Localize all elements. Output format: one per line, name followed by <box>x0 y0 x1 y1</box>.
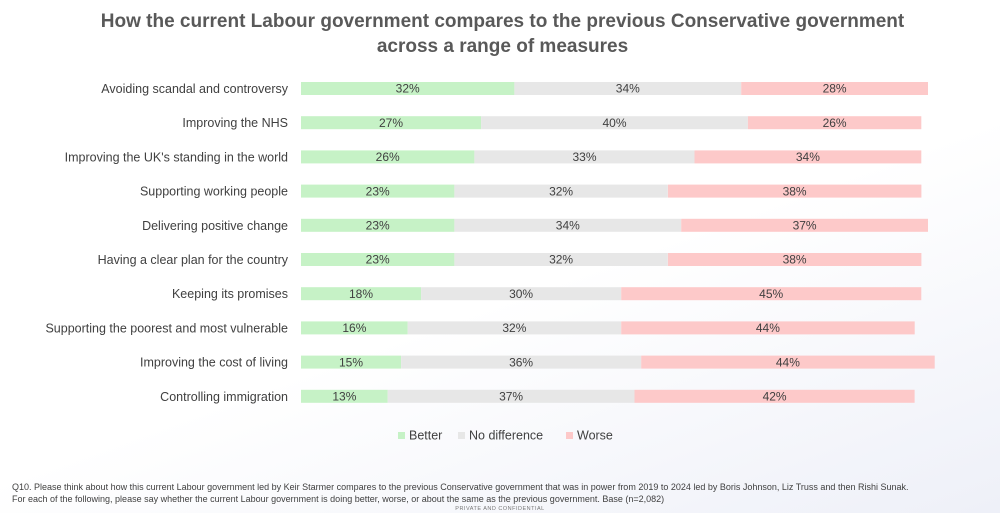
bar-better-improving-the-uk-s-standing-in-the-world <box>301 150 475 164</box>
bar-no-difference-supporting-the-poorest-and-most-vulnerable <box>407 321 622 335</box>
bar-better-controlling-immigration <box>301 389 388 403</box>
value-label-better-supporting-the-poorest-and-most-vulnerable: 16% <box>342 321 366 335</box>
confidential-label: PRIVATE AND CONFIDENTIAL <box>455 506 545 512</box>
bar-better-avoiding-scandal-and-controversy <box>301 82 515 95</box>
category-label-improving-the-uk-s-standing-in-the-world: Improving the UK's standing in the world <box>65 150 288 164</box>
bar-no-difference-avoiding-scandal-and-controversy <box>514 82 742 95</box>
bar-better-delivering-positive-change <box>301 218 455 232</box>
value-labels: 32% 34% 28% 27% 40% 26% 26% 33% 34% 23% 32% 38% 23% 3… <box>332 82 847 404</box>
bar-better-supporting-working-people <box>301 184 455 198</box>
value-label-worse-delivering-positive-change: 37% <box>793 219 817 233</box>
bar-no-difference-improving-the-uk-s-standing-in-the-world <box>474 150 695 164</box>
value-label-worse-improving-the-nhs: 26% <box>823 116 847 130</box>
bar-no-difference-delivering-positive-change <box>454 218 682 232</box>
value-label-worse-supporting-working-people: 38% <box>783 184 807 198</box>
category-label-improving-the-cost-of-living: Improving the cost of living <box>140 356 288 370</box>
bar-no-difference-improving-the-cost-of-living <box>401 355 642 369</box>
category-label-keeping-its-promises: Keeping its promises <box>172 287 288 301</box>
value-label-better-supporting-working-people: 23% <box>366 184 390 198</box>
footnote: Q10. Please think about how this current… <box>12 482 997 505</box>
category-label-supporting-the-poorest-and-most-vulnerable: Supporting the poorest and most vulnerab… <box>45 321 288 335</box>
category-label-avoiding-scandal-and-controversy: Avoiding scandal and controversy <box>101 82 288 96</box>
value-label-worse-avoiding-scandal-and-controversy: 28% <box>823 82 847 96</box>
bar-no-difference-supporting-working-people <box>454 184 668 198</box>
category-label-supporting-working-people: Supporting working people <box>140 185 288 199</box>
category-label-controlling-immigration: Controlling immigration <box>160 390 288 404</box>
legend-swatch-better <box>398 432 405 439</box>
value-label-no-difference-controlling-immigration: 37% <box>499 390 523 404</box>
value-label-better-improving-the-cost-of-living: 15% <box>339 355 363 369</box>
footnote-line-2: For each of the following, please say wh… <box>12 493 665 504</box>
value-label-better-having-a-clear-plan-for-the-country: 23% <box>366 253 390 267</box>
bar-worse-having-a-clear-plan-for-the-country <box>667 253 922 266</box>
bar-worse-avoiding-scandal-and-controversy <box>741 82 928 95</box>
bar-worse-supporting-the-poorest-and-most-vulnerable <box>621 321 915 335</box>
value-label-no-difference-delivering-positive-change: 34% <box>556 219 580 233</box>
value-label-better-keeping-its-promises: 18% <box>349 287 373 301</box>
value-label-worse-improving-the-cost-of-living: 44% <box>776 355 800 369</box>
value-label-better-delivering-positive-change: 23% <box>366 219 390 233</box>
value-label-no-difference-avoiding-scandal-and-controversy: 34% <box>616 82 640 96</box>
value-label-better-controlling-immigration: 13% <box>332 390 356 404</box>
legend-swatch-no-difference <box>458 432 465 439</box>
value-label-better-avoiding-scandal-and-controversy: 32% <box>396 82 420 96</box>
bar-worse-improving-the-uk-s-standing-in-the-world <box>694 150 922 164</box>
bar-no-difference-improving-the-nhs <box>481 116 748 130</box>
bar-worse-improving-the-nhs <box>747 116 922 130</box>
value-label-worse-keeping-its-promises: 45% <box>759 287 783 301</box>
value-label-worse-improving-the-uk-s-standing-in-the-world: 34% <box>796 150 820 164</box>
value-label-better-improving-the-nhs: 27% <box>379 116 403 130</box>
value-label-no-difference-improving-the-uk-s-standing-in-the-world: 33% <box>572 150 596 164</box>
value-label-no-difference-improving-the-nhs: 40% <box>602 116 626 130</box>
footnote-line-1: Q10. Please think about how this current… <box>12 482 909 492</box>
bar-worse-controlling-immigration <box>634 389 915 403</box>
value-label-no-difference-having-a-clear-plan-for-the-country: 32% <box>549 253 573 267</box>
bar-worse-supporting-working-people <box>667 184 922 198</box>
legend-label-worse: Worse <box>577 429 613 443</box>
value-label-no-difference-supporting-the-poorest-and-most-vulnerable: 32% <box>502 321 526 335</box>
bar-segments <box>301 82 935 403</box>
chart-title: How the current Labour government compar… <box>100 11 905 57</box>
bar-better-keeping-its-promises <box>301 287 422 301</box>
legend-swatch-worse <box>566 432 573 439</box>
value-label-worse-having-a-clear-plan-for-the-country: 38% <box>783 253 807 267</box>
category-label-improving-the-nhs: Improving the NHS <box>182 116 288 130</box>
bar-better-improving-the-cost-of-living <box>301 355 401 369</box>
value-label-no-difference-keeping-its-promises: 30% <box>509 287 533 301</box>
bar-worse-delivering-positive-change <box>681 218 928 232</box>
bar-better-improving-the-nhs <box>301 116 482 130</box>
bar-better-having-a-clear-plan-for-the-country <box>301 253 455 266</box>
bar-better-supporting-the-poorest-and-most-vulnerable <box>301 321 408 335</box>
bar-no-difference-keeping-its-promises <box>421 287 622 301</box>
bar-no-difference-controlling-immigration <box>387 389 635 403</box>
category-label-delivering-positive-change: Delivering positive change <box>142 219 288 233</box>
value-label-no-difference-improving-the-cost-of-living: 36% <box>509 355 533 369</box>
stacked-bar-chart: Avoiding scandal and controversy Improvin… <box>45 82 935 443</box>
legend: Better No difference Worse <box>398 429 613 443</box>
category-labels: Avoiding scandal and controversy Improvin… <box>45 82 288 404</box>
value-label-worse-supporting-the-poorest-and-most-vulnerable: 44% <box>756 321 780 335</box>
value-label-no-difference-supporting-working-people: 32% <box>549 184 573 198</box>
value-label-better-improving-the-uk-s-standing-in-the-world: 26% <box>376 150 400 164</box>
legend-label-no-difference: No difference <box>469 429 543 443</box>
legend-label-better: Better <box>409 429 442 443</box>
bar-no-difference-having-a-clear-plan-for-the-country <box>454 253 668 266</box>
bar-worse-improving-the-cost-of-living <box>641 355 935 369</box>
bar-worse-keeping-its-promises <box>621 287 922 301</box>
category-label-having-a-clear-plan-for-the-country: Having a clear plan for the country <box>98 253 289 267</box>
value-label-worse-controlling-immigration: 42% <box>763 390 787 404</box>
